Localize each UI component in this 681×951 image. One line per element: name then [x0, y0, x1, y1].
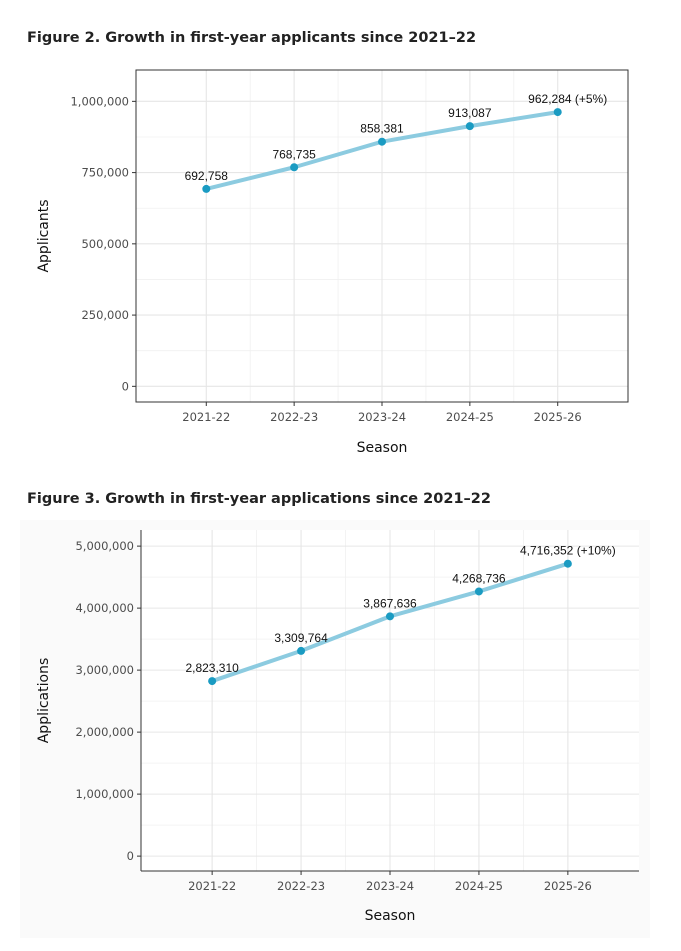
x-tick-label: 2023-24	[358, 410, 406, 424]
data-label: 4,268,736	[452, 571, 506, 585]
y-tick-label: 1,000,000	[70, 94, 129, 108]
data-label: 962,284 (+5%)	[528, 92, 607, 106]
y-axis-title: Applications	[36, 658, 52, 744]
x-axis-title: Season	[365, 908, 416, 924]
y-tick-label: 3,000,000	[75, 663, 134, 677]
y-tick-label: 2,000,000	[75, 725, 134, 739]
y-tick-label: 0	[127, 849, 134, 863]
x-tick-label: 2023-24	[366, 879, 414, 893]
figure-2-title: Figure 2. Growth in first-year applicant…	[27, 30, 477, 46]
data-point	[202, 184, 211, 193]
x-tick-label: 2021-22	[182, 410, 230, 424]
data-label: 3,309,764	[274, 631, 328, 645]
y-tick-label: 4,000,000	[75, 601, 134, 615]
x-tick-label: 2025-26	[534, 410, 582, 424]
data-label: 913,087	[448, 106, 492, 120]
data-point	[474, 587, 483, 596]
y-tick-label: 5,000,000	[75, 539, 134, 553]
x-tick-label: 2021-22	[188, 879, 236, 893]
data-label: 3,867,636	[363, 596, 417, 610]
panel-border	[135, 69, 629, 403]
y-tick-label: 1,000,000	[75, 787, 134, 801]
data-point	[563, 559, 572, 568]
data-label: 2,823,310	[185, 661, 239, 675]
figure-3-chart: 0 1,000,000 2,000,000 3,000,000 4,000,000 5,0…	[20, 520, 650, 938]
data-label: 768,735	[272, 147, 316, 161]
data-label: 692,758	[185, 169, 229, 183]
figure-2-chart: 0 250,000 500,000 750,000 1,000,000 2021-22 20…	[36, 69, 629, 456]
data-point	[553, 108, 562, 117]
y-tick-label: 250,000	[81, 308, 129, 322]
data-label: 858,381	[360, 122, 404, 136]
x-tick-label: 2022-23	[270, 410, 318, 424]
data-point	[297, 646, 306, 655]
figure-3-title: Figure 3. Growth in first-year applicati…	[27, 491, 491, 507]
x-tick-label: 2022-23	[277, 879, 325, 893]
data-point	[465, 122, 474, 131]
x-tick-label: 2024-25	[455, 879, 503, 893]
y-axis-title: Applicants	[36, 199, 52, 272]
x-axis-title: Season	[357, 440, 408, 456]
data-point	[386, 612, 394, 621]
x-tick-label: 2025-26	[544, 879, 592, 893]
data-label: 4,716,352 (+10%)	[520, 544, 616, 558]
y-tick-label: 0	[122, 379, 129, 393]
data-point	[378, 137, 386, 146]
data-point	[208, 677, 217, 686]
data-point	[290, 163, 299, 172]
y-tick-label: 500,000	[81, 237, 129, 251]
x-tick-label: 2024-25	[446, 410, 494, 424]
y-tick-label: 750,000	[81, 166, 129, 180]
